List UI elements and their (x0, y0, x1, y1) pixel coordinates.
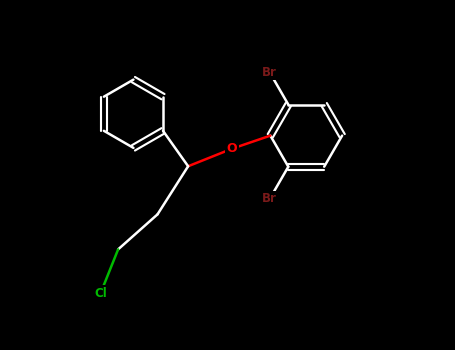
Text: Br: Br (262, 66, 277, 79)
Text: Cl: Cl (94, 287, 107, 300)
Text: O: O (227, 142, 237, 155)
Text: Br: Br (262, 193, 277, 205)
